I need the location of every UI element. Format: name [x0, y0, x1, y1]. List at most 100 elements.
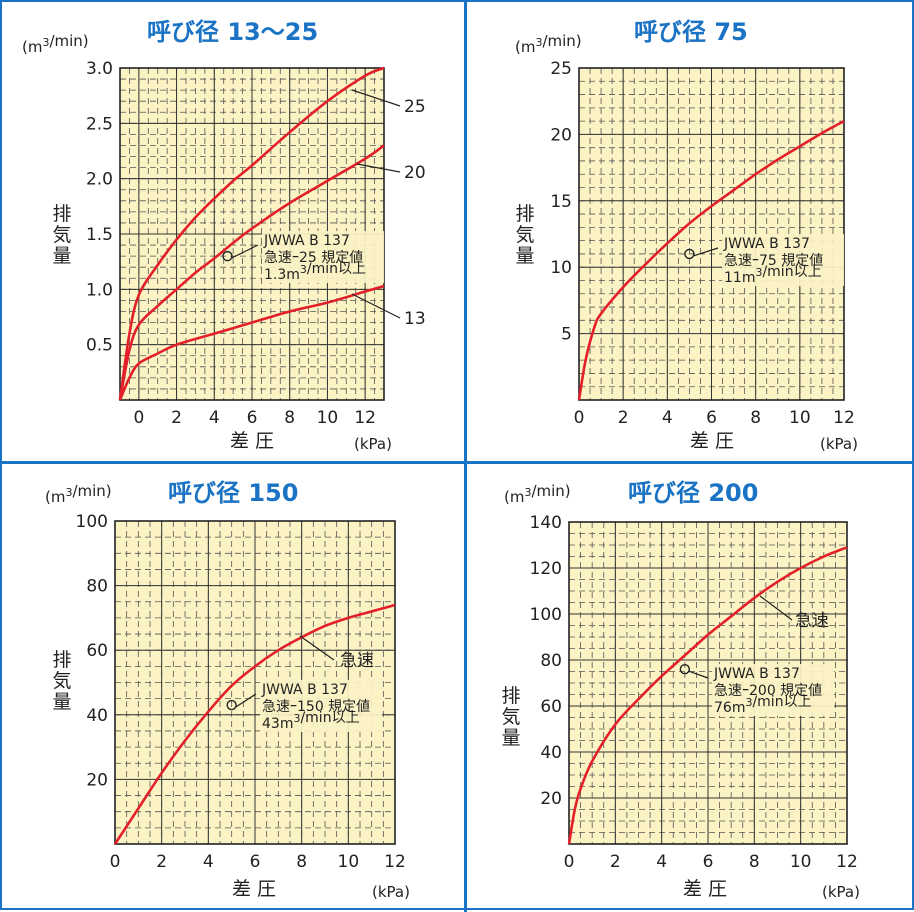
series-label: 20	[404, 163, 426, 183]
x-tick-label: 6	[247, 408, 258, 428]
spec-point-marker	[226, 699, 237, 711]
y-unit-label: (m3/min)	[504, 482, 571, 506]
y-tick-label: 1.0	[86, 280, 113, 300]
x-axis-label: 差 圧	[683, 878, 727, 900]
y-tick-label: 140	[530, 513, 562, 533]
x-tick-label: 12	[384, 852, 406, 872]
x-tick-label: 6	[250, 852, 261, 872]
chart-title: 呼び径 200	[628, 479, 758, 507]
y-tick-label: 40	[540, 743, 562, 763]
y-tick-label: 60	[86, 641, 108, 661]
y-tick-label: 25	[550, 59, 572, 79]
spec-leader-line	[688, 670, 709, 679]
x-tick-label: 8	[750, 408, 761, 428]
annotation-line: 急速ｰ200 規定値	[714, 683, 822, 699]
y-tick-label: 3.0	[86, 59, 113, 79]
annotation-line: JWWA B 137	[713, 666, 800, 682]
series-label: 急速	[795, 611, 829, 631]
y-tick-label: 1.5	[86, 225, 113, 245]
x-axis-label: 差 圧	[690, 430, 734, 452]
series-label: 13	[404, 309, 426, 329]
spec-leader-line	[693, 247, 719, 257]
x-tick-label: 12	[354, 408, 376, 428]
vertical-divider	[464, 2, 467, 912]
x-tick-label: 0	[574, 408, 585, 428]
y-unit-label: (m3/min)	[45, 482, 112, 506]
series-line	[567, 546, 848, 845]
annotation-backing	[722, 234, 844, 286]
annotation-line: JWWA B 137	[261, 682, 348, 698]
y-tick-label: 40	[86, 706, 108, 726]
x-axis-label: 差 圧	[230, 430, 274, 452]
series-label: 急速	[340, 651, 374, 671]
x-tick-label: 8	[749, 852, 760, 872]
x-tick-label: 12	[836, 852, 858, 872]
x-tick-label: 0	[133, 408, 144, 428]
x-tick-label: 8	[284, 408, 295, 428]
annotation-line: 11m3/min以上	[724, 264, 822, 286]
annotation-line: JWWA B 137	[263, 233, 350, 249]
x-tick-label: 8	[296, 852, 307, 872]
y-tick-label: 15	[550, 192, 572, 212]
x-tick-label: 2	[171, 408, 182, 428]
x-tick-label: 6	[706, 408, 717, 428]
y-tick-label: 120	[530, 559, 562, 579]
annotation-line: 76m3/min以上	[714, 694, 812, 716]
series-line	[577, 119, 845, 401]
plot-frame	[114, 520, 396, 845]
x-tick-label: 6	[703, 852, 714, 872]
series-line	[118, 66, 385, 401]
chart-title: 呼び径 150	[168, 479, 298, 507]
y-tick-label: 20	[86, 770, 108, 790]
annotation-backing	[712, 664, 834, 716]
x-unit-label: (kPa)	[372, 883, 410, 901]
x-tick-label: 4	[203, 852, 214, 872]
x-unit-label: (kPa)	[822, 883, 860, 901]
x-tick-label: 12	[833, 408, 855, 428]
x-tick-label: 2	[610, 852, 621, 872]
spec-leader-line	[231, 244, 259, 259]
series-label: 25	[404, 97, 426, 117]
annotation-line: 急速ｰ150 規定値	[262, 699, 370, 715]
y-axis-label: 排気量	[515, 203, 534, 267]
annotation-line: 1.3m3/min以上	[264, 261, 366, 283]
spec-leader-line	[235, 693, 257, 708]
y-axis-label: 排気量	[52, 649, 71, 713]
series-line	[118, 144, 385, 401]
spec-point-marker	[679, 664, 691, 675]
annotation-line: 43m3/min以上	[262, 710, 360, 732]
y-tick-label: 5	[561, 325, 572, 345]
x-tick-label: 2	[156, 852, 167, 872]
y-tick-label: 80	[86, 577, 108, 597]
y-axis-label: 排気量	[52, 203, 71, 267]
series-leader-line	[759, 595, 793, 621]
x-tick-label: 10	[789, 408, 811, 428]
y-tick-label: 2.5	[86, 114, 113, 134]
annotation-line: 急速ｰ25 規定値	[264, 250, 363, 266]
y-tick-label: 2.0	[86, 170, 113, 190]
x-tick-label: 0	[564, 852, 575, 872]
x-unit-label: (kPa)	[354, 435, 392, 453]
series-leader-line	[351, 293, 401, 319]
x-tick-label: 4	[662, 408, 673, 428]
y-tick-label: 60	[540, 697, 562, 717]
plot-frame	[568, 521, 848, 845]
y-tick-label: 10	[550, 258, 572, 278]
y-tick-label: 80	[540, 651, 562, 671]
x-tick-label: 10	[338, 852, 360, 872]
series-line	[118, 284, 385, 401]
series-leader-line	[356, 163, 401, 173]
x-tick-label: 4	[209, 408, 220, 428]
x-unit-label: (kPa)	[820, 435, 858, 453]
y-axis-label: 排気量	[501, 685, 520, 749]
y-unit-label: (m3/min)	[515, 32, 582, 56]
annotation-backing	[260, 680, 382, 732]
chart-title: 呼び径 13〜25	[147, 18, 318, 46]
y-tick-label: 20	[540, 789, 562, 809]
annotation-line: JWWA B 137	[723, 236, 810, 252]
y-tick-label: 100	[530, 605, 562, 625]
series-line	[113, 603, 396, 845]
y-tick-label: 100	[76, 512, 108, 532]
x-tick-label: 4	[656, 852, 667, 872]
